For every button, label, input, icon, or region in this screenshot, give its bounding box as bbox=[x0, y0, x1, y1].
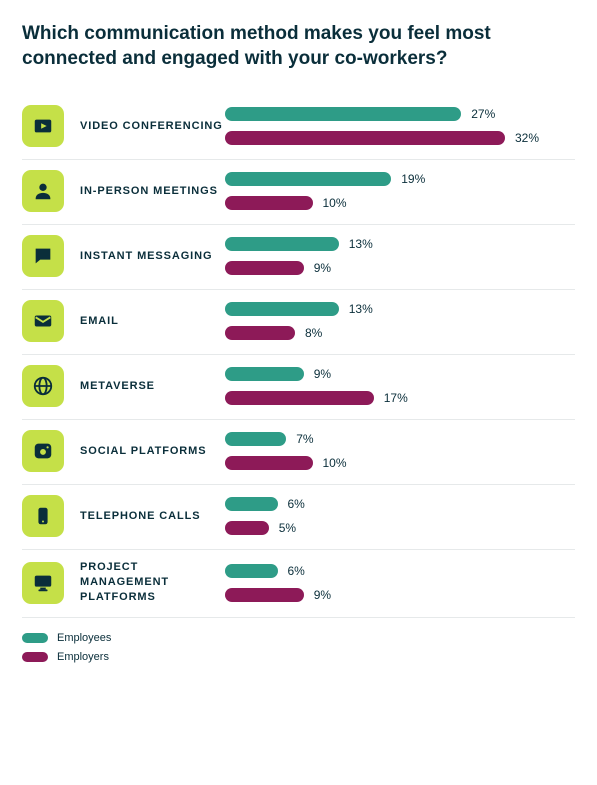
bar-line-employees: 19% bbox=[225, 172, 575, 186]
bar-group: 6% 9% bbox=[225, 564, 575, 602]
bar-value-employees: 6% bbox=[288, 564, 305, 578]
bar-line-employees: 9% bbox=[225, 367, 575, 381]
legend-item-employers: Employers bbox=[22, 651, 575, 663]
legend-swatch-employers bbox=[22, 652, 48, 662]
row-label: SOCIAL PLATFORMS bbox=[80, 444, 225, 459]
legend-item-employees: Employees bbox=[22, 632, 575, 644]
bar-employees bbox=[225, 564, 278, 578]
bar-employees bbox=[225, 497, 278, 511]
bar-line-employees: 6% bbox=[225, 497, 575, 511]
bar-line-employees: 6% bbox=[225, 564, 575, 578]
bar-value-employers: 10% bbox=[323, 196, 347, 210]
bar-value-employers: 17% bbox=[384, 391, 408, 405]
bar-employees bbox=[225, 432, 286, 446]
bar-value-employees: 27% bbox=[471, 107, 495, 121]
bar-line-employers: 10% bbox=[225, 456, 575, 470]
bar-group: 13% 8% bbox=[225, 302, 575, 340]
bar-group: 19% 10% bbox=[225, 172, 575, 210]
bar-value-employees: 13% bbox=[349, 237, 373, 251]
bar-group: 27% 32% bbox=[225, 107, 575, 145]
bar-group: 7% 10% bbox=[225, 432, 575, 470]
legend-swatch-employees bbox=[22, 633, 48, 643]
legend-label-employees: Employees bbox=[57, 632, 111, 644]
chart-row: PROJECT MANAGEMENT PLATFORMS 6% 9% bbox=[22, 550, 575, 618]
person-icon bbox=[22, 170, 64, 212]
bar-line-employees: 7% bbox=[225, 432, 575, 446]
row-label: INSTANT MESSAGING bbox=[80, 249, 225, 264]
bar-employers bbox=[225, 391, 374, 405]
bar-value-employees: 19% bbox=[401, 172, 425, 186]
legend-label-employers: Employers bbox=[57, 651, 109, 663]
bar-employers bbox=[225, 588, 304, 602]
bar-value-employees: 9% bbox=[314, 367, 331, 381]
chart-rows: VIDEO CONFERENCING 27% 32% IN-PERSON MEETIN… bbox=[22, 95, 575, 618]
monitor-icon bbox=[22, 562, 64, 604]
chart-row: INSTANT MESSAGING 13% 9% bbox=[22, 225, 575, 290]
camera-icon bbox=[22, 430, 64, 472]
row-label: TELEPHONE CALLS bbox=[80, 509, 225, 524]
row-label: EMAIL bbox=[80, 314, 225, 329]
bar-group: 13% 9% bbox=[225, 237, 575, 275]
chart-row: EMAIL 13% 8% bbox=[22, 290, 575, 355]
bar-value-employees: 6% bbox=[288, 497, 305, 511]
bar-value-employees: 13% bbox=[349, 302, 373, 316]
chart-row: VIDEO CONFERENCING 27% 32% bbox=[22, 95, 575, 160]
chat-icon bbox=[22, 235, 64, 277]
bar-employers bbox=[225, 456, 313, 470]
bar-employers bbox=[225, 196, 313, 210]
phone-icon bbox=[22, 495, 64, 537]
bar-line-employees: 13% bbox=[225, 237, 575, 251]
row-label: PROJECT MANAGEMENT PLATFORMS bbox=[80, 560, 225, 605]
bar-line-employers: 10% bbox=[225, 196, 575, 210]
bar-employers bbox=[225, 326, 295, 340]
chart-row: TELEPHONE CALLS 6% 5% bbox=[22, 485, 575, 550]
bar-employees bbox=[225, 107, 461, 121]
bar-value-employers: 10% bbox=[323, 456, 347, 470]
bar-employees bbox=[225, 172, 391, 186]
bar-employees bbox=[225, 302, 339, 316]
bar-line-employers: 9% bbox=[225, 261, 575, 275]
bar-line-employers: 5% bbox=[225, 521, 575, 535]
mail-icon bbox=[22, 300, 64, 342]
row-label: IN-PERSON MEETINGS bbox=[80, 184, 225, 199]
bar-employees bbox=[225, 237, 339, 251]
bar-group: 6% 5% bbox=[225, 497, 575, 535]
bar-value-employers: 9% bbox=[314, 261, 331, 275]
bar-line-employers: 32% bbox=[225, 131, 575, 145]
video-icon bbox=[22, 105, 64, 147]
row-label: VIDEO CONFERENCING bbox=[80, 119, 225, 134]
bar-employers bbox=[225, 521, 269, 535]
bar-value-employers: 32% bbox=[515, 131, 539, 145]
bar-employers bbox=[225, 131, 505, 145]
bar-group: 9% 17% bbox=[225, 367, 575, 405]
bar-value-employers: 5% bbox=[279, 521, 296, 535]
chart-row: IN-PERSON MEETINGS 19% 10% bbox=[22, 160, 575, 225]
bar-line-employers: 9% bbox=[225, 588, 575, 602]
globe-icon bbox=[22, 365, 64, 407]
chart-row: SOCIAL PLATFORMS 7% 10% bbox=[22, 420, 575, 485]
bar-value-employers: 9% bbox=[314, 588, 331, 602]
bar-line-employees: 13% bbox=[225, 302, 575, 316]
bar-line-employers: 8% bbox=[225, 326, 575, 340]
bar-value-employees: 7% bbox=[296, 432, 313, 446]
bar-employees bbox=[225, 367, 304, 381]
bar-line-employers: 17% bbox=[225, 391, 575, 405]
chart-row: METAVERSE 9% 17% bbox=[22, 355, 575, 420]
bar-line-employees: 27% bbox=[225, 107, 575, 121]
chart-title: Which communication method makes you fee… bbox=[22, 22, 522, 71]
legend: Employees Employers bbox=[22, 632, 575, 663]
row-label: METAVERSE bbox=[80, 379, 225, 394]
bar-employers bbox=[225, 261, 304, 275]
bar-value-employers: 8% bbox=[305, 326, 322, 340]
